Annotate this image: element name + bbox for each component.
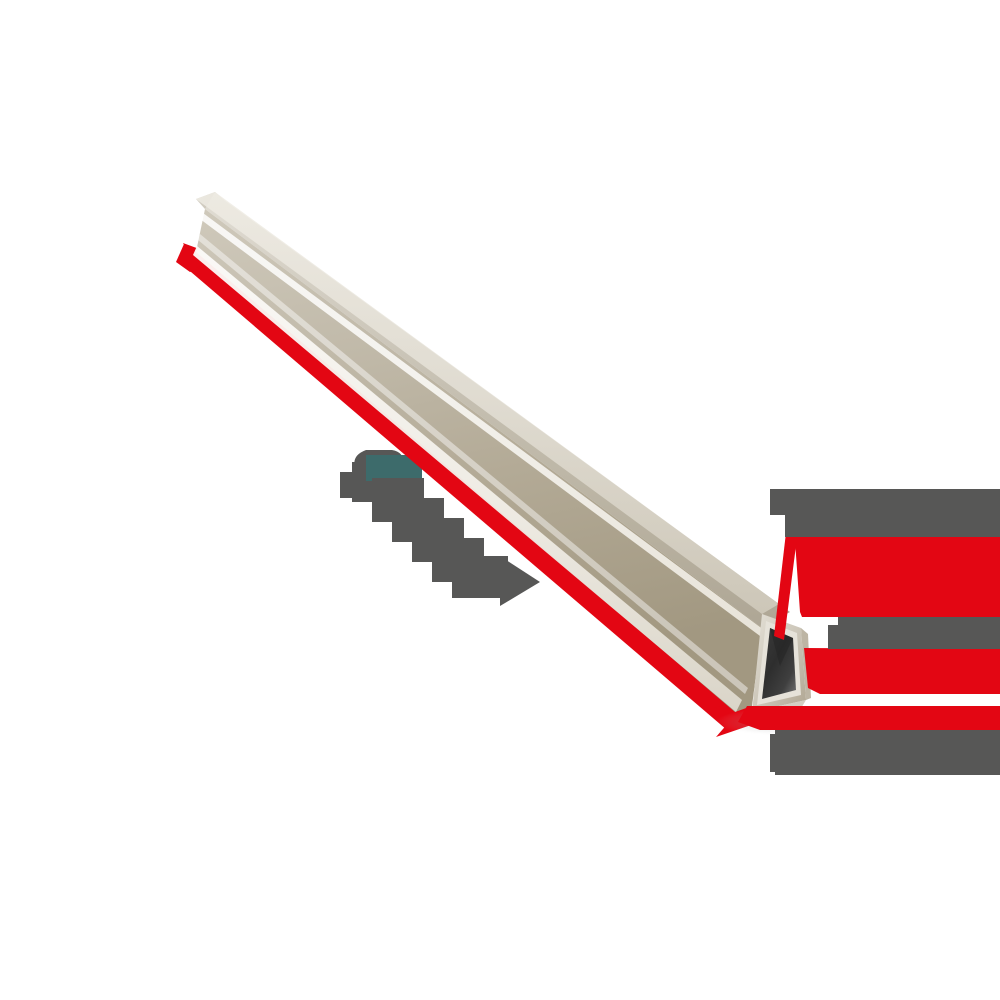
section-dimension-lines [738, 498, 1000, 730]
tube-side-face [196, 209, 762, 712]
length-dimension-label [340, 450, 540, 606]
tube-top-highlight-sliver [196, 192, 779, 614]
bottom-dimension-label [770, 730, 1000, 775]
tube-cavity-shadow [770, 628, 793, 666]
rectangular-tube [193, 192, 811, 718]
tube-bottom-highlight [193, 246, 742, 712]
tube-secondary-highlight [198, 234, 748, 694]
tube-edge-highlight [200, 213, 764, 636]
section-dimension-label [770, 489, 1000, 649]
